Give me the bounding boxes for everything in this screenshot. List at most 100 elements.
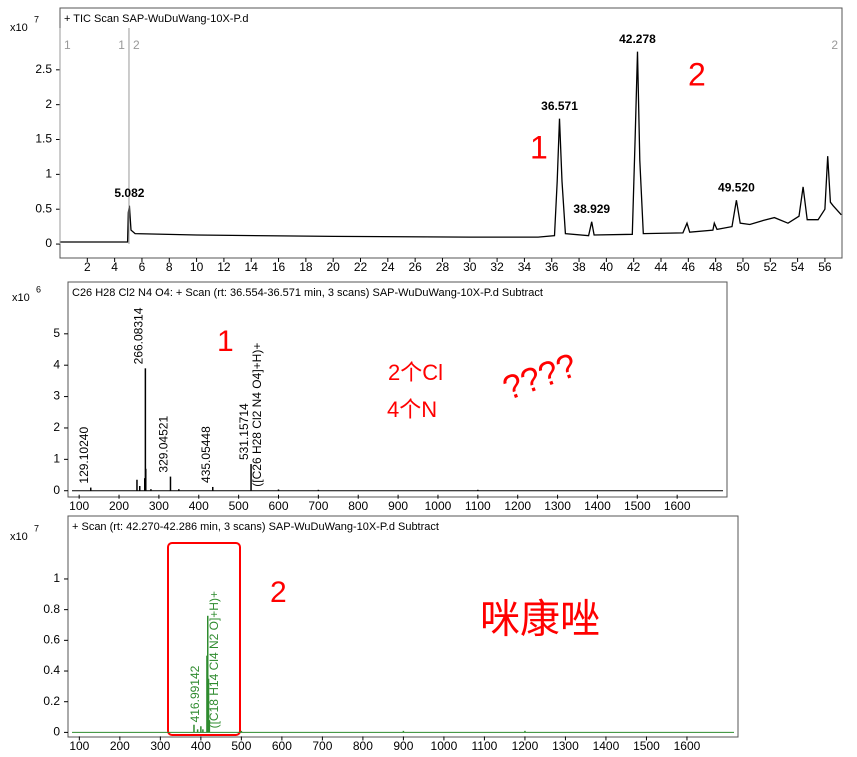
y-tick-label: 0 xyxy=(53,483,60,497)
peak-label: 36.571 xyxy=(541,99,578,113)
tic-line xyxy=(60,51,842,243)
x-tick-label: 22 xyxy=(354,260,368,274)
segment-start-label: 1 xyxy=(64,38,71,52)
x-tick-label: 1300 xyxy=(544,499,571,513)
x-tick-label: 700 xyxy=(308,499,328,513)
peak-label: 129.10240 xyxy=(77,427,91,484)
x-tick-label: 700 xyxy=(312,739,332,753)
x-tick-label: 1100 xyxy=(472,739,498,753)
x-tick-label: 50 xyxy=(736,260,750,274)
x-tick-label: 300 xyxy=(149,499,169,513)
x-tick-label: 1500 xyxy=(633,739,660,753)
annotation: 1 xyxy=(530,129,548,165)
x-tick-label: 800 xyxy=(353,739,373,753)
x-tick-label: 900 xyxy=(388,499,408,513)
x-tick-label: 16 xyxy=(272,260,286,274)
plot-frame xyxy=(67,281,728,498)
x-tick-label: 1000 xyxy=(431,739,458,753)
x-tick-label: 300 xyxy=(150,739,170,753)
x-tick-label: 30 xyxy=(463,260,477,274)
y-tick-label: 2.5 xyxy=(35,62,52,76)
x-tick-label: 32 xyxy=(490,260,504,274)
x-tick-label: 42 xyxy=(627,260,641,274)
x-tick-label: 10 xyxy=(190,260,204,274)
scale-label: x10 xyxy=(12,292,30,304)
x-tick-label: 46 xyxy=(682,260,696,274)
x-tick-label: 100 xyxy=(69,739,89,753)
peak-label: 49.520 xyxy=(718,180,755,194)
y-tick-label: 1 xyxy=(53,452,60,466)
scale-label: x10 xyxy=(10,531,28,543)
x-tick-label: 1300 xyxy=(552,739,579,753)
x-tick-label: 56 xyxy=(818,260,832,274)
annotation: 4个N xyxy=(387,397,437,422)
y-tick-label: 4 xyxy=(53,357,60,371)
annotation: 2个Cl xyxy=(388,360,443,385)
highlight-box xyxy=(167,542,241,736)
peak-label: 266.08314 xyxy=(132,307,146,364)
y-tick-label: 0.4 xyxy=(43,663,60,677)
y-tick-label: 0.6 xyxy=(43,633,60,647)
peak-label: 42.278 xyxy=(619,32,656,46)
chart-title: C26 H28 Cl2 N4 O4: + Scan (rt: 36.554-36… xyxy=(72,287,543,299)
x-tick-label: 1600 xyxy=(664,499,691,513)
x-tick-label: 4 xyxy=(111,260,118,274)
y-tick-label: 0 xyxy=(45,236,52,250)
annotation: 咪康唑 xyxy=(480,598,600,642)
x-tick-label: 44 xyxy=(654,260,668,274)
x-tick-label: 12 xyxy=(217,260,231,274)
x-tick-label: 1500 xyxy=(624,499,651,513)
x-tick-label: 1100 xyxy=(465,499,491,513)
x-tick-label: 34 xyxy=(518,260,532,274)
x-tick-label: 500 xyxy=(231,739,251,753)
x-tick-label: 200 xyxy=(110,739,130,753)
x-tick-label: 200 xyxy=(109,499,129,513)
scale-exponent: 6 xyxy=(36,284,41,294)
chart-title: + TIC Scan SAP-WuDuWang-10X-P.d xyxy=(64,13,249,25)
annotation: 1 xyxy=(217,325,234,358)
y-tick-label: 0.5 xyxy=(35,201,52,215)
x-tick-label: 28 xyxy=(436,260,450,274)
peak-label: 435.05448 xyxy=(199,426,213,483)
peak-label: 531.15714 xyxy=(237,403,251,460)
x-tick-label: 800 xyxy=(348,499,368,513)
y-tick-label: 0.2 xyxy=(43,694,60,708)
annotation: 2 xyxy=(688,56,706,92)
x-tick-label: 1400 xyxy=(593,739,620,753)
y-tick-label: 1 xyxy=(45,167,52,181)
x-tick-label: 48 xyxy=(709,260,723,274)
x-tick-label: 400 xyxy=(189,499,209,513)
annotation: 2 xyxy=(270,576,287,609)
segment-end-label: 2 xyxy=(831,38,838,52)
segment-end-label: 1 xyxy=(118,38,125,52)
plot-frame xyxy=(59,7,843,259)
x-tick-label: 1600 xyxy=(674,739,701,753)
x-tick-label: 1200 xyxy=(504,499,531,513)
x-tick-label: 52 xyxy=(764,260,778,274)
x-tick-label: 36 xyxy=(545,260,559,274)
y-tick-label: 0.8 xyxy=(43,602,60,616)
x-tick-label: 8 xyxy=(166,260,173,274)
x-tick-label: 900 xyxy=(393,739,413,753)
y-tick-label: 1 xyxy=(53,571,60,585)
x-tick-label: 2 xyxy=(84,260,91,274)
peak-label: ([C18 H14 Cl4 N2 O]+H)+ xyxy=(207,591,221,728)
y-tick-label: 2 xyxy=(45,97,52,111)
x-tick-label: 500 xyxy=(229,499,249,513)
x-tick-label: 26 xyxy=(408,260,422,274)
x-tick-label: 600 xyxy=(268,499,288,513)
chart-title: + Scan (rt: 42.270-42.286 min, 3 scans) … xyxy=(72,521,439,533)
y-tick-label: 0 xyxy=(53,725,60,739)
peak-label: ([C26 H28 Cl2 N4 O4]+H)+ xyxy=(250,343,264,487)
peak-label: 416.99142 xyxy=(188,665,202,722)
x-tick-label: 600 xyxy=(272,739,292,753)
scale-exponent: 7 xyxy=(34,14,39,24)
x-tick-label: 6 xyxy=(139,260,146,274)
annotation: ???? xyxy=(498,346,582,408)
scale-label: x10 xyxy=(10,22,28,34)
x-tick-label: 100 xyxy=(69,499,89,513)
segment-start-label: 2 xyxy=(133,38,140,52)
x-tick-label: 14 xyxy=(245,260,259,274)
x-tick-label: 1000 xyxy=(425,499,452,513)
